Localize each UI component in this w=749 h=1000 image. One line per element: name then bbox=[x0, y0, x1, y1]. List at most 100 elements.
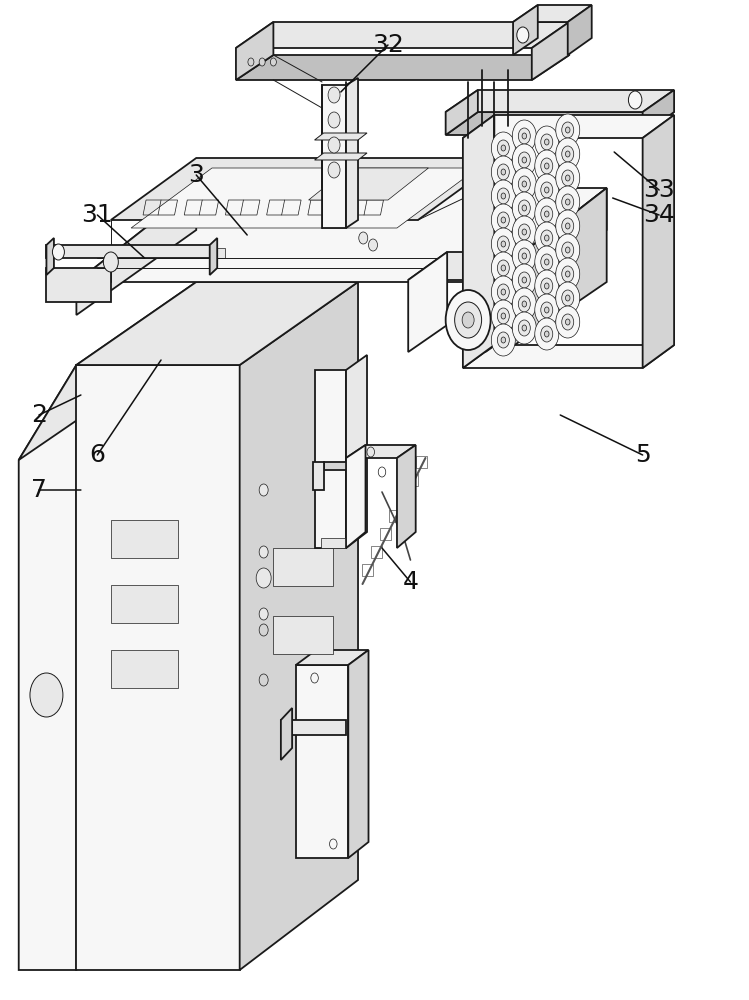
Polygon shape bbox=[111, 158, 503, 220]
Circle shape bbox=[512, 264, 536, 296]
Polygon shape bbox=[315, 133, 367, 140]
Polygon shape bbox=[348, 650, 369, 858]
Circle shape bbox=[556, 114, 580, 146]
Circle shape bbox=[518, 128, 530, 144]
Polygon shape bbox=[446, 90, 478, 135]
Polygon shape bbox=[111, 248, 225, 258]
Circle shape bbox=[259, 608, 268, 620]
Polygon shape bbox=[463, 115, 674, 138]
Circle shape bbox=[556, 306, 580, 338]
Polygon shape bbox=[643, 90, 674, 135]
Circle shape bbox=[259, 674, 268, 686]
Polygon shape bbox=[46, 238, 54, 275]
Circle shape bbox=[535, 318, 559, 350]
Circle shape bbox=[497, 164, 509, 180]
Text: 3: 3 bbox=[188, 163, 204, 187]
Circle shape bbox=[512, 144, 536, 176]
Polygon shape bbox=[315, 153, 367, 160]
Circle shape bbox=[30, 673, 63, 717]
Circle shape bbox=[518, 296, 530, 312]
Polygon shape bbox=[346, 78, 358, 228]
Circle shape bbox=[522, 277, 527, 283]
Circle shape bbox=[545, 331, 549, 337]
Polygon shape bbox=[281, 720, 346, 735]
Circle shape bbox=[541, 206, 553, 222]
Circle shape bbox=[103, 252, 118, 272]
Circle shape bbox=[545, 259, 549, 265]
Circle shape bbox=[522, 157, 527, 163]
Polygon shape bbox=[236, 22, 569, 48]
Polygon shape bbox=[19, 282, 196, 460]
Circle shape bbox=[518, 248, 530, 264]
Circle shape bbox=[497, 188, 509, 204]
Polygon shape bbox=[346, 445, 366, 548]
Polygon shape bbox=[446, 90, 674, 112]
Circle shape bbox=[545, 307, 549, 313]
Text: 6: 6 bbox=[89, 443, 106, 467]
Polygon shape bbox=[76, 188, 196, 315]
Polygon shape bbox=[131, 168, 478, 228]
Polygon shape bbox=[296, 650, 369, 665]
Polygon shape bbox=[46, 245, 210, 258]
Circle shape bbox=[497, 308, 509, 324]
Polygon shape bbox=[513, 5, 538, 55]
Polygon shape bbox=[273, 616, 333, 654]
Circle shape bbox=[562, 146, 574, 162]
Circle shape bbox=[535, 198, 559, 230]
Circle shape bbox=[545, 187, 549, 193]
Text: 34: 34 bbox=[643, 203, 675, 227]
Circle shape bbox=[522, 229, 527, 235]
Circle shape bbox=[518, 272, 530, 288]
Circle shape bbox=[259, 574, 268, 586]
Circle shape bbox=[501, 337, 506, 343]
Circle shape bbox=[328, 112, 340, 128]
Polygon shape bbox=[111, 585, 178, 623]
Circle shape bbox=[556, 186, 580, 218]
Circle shape bbox=[256, 568, 271, 588]
Circle shape bbox=[535, 270, 559, 302]
Circle shape bbox=[518, 200, 530, 216]
Circle shape bbox=[491, 156, 515, 188]
Polygon shape bbox=[296, 665, 348, 858]
Polygon shape bbox=[322, 85, 346, 228]
Circle shape bbox=[535, 246, 559, 278]
Circle shape bbox=[562, 242, 574, 258]
Circle shape bbox=[535, 174, 559, 206]
Polygon shape bbox=[408, 252, 447, 352]
Polygon shape bbox=[463, 115, 494, 368]
Circle shape bbox=[259, 484, 268, 496]
Circle shape bbox=[491, 300, 515, 332]
Circle shape bbox=[497, 284, 509, 300]
Text: 2: 2 bbox=[31, 403, 47, 427]
Circle shape bbox=[359, 232, 368, 244]
Circle shape bbox=[497, 140, 509, 156]
Circle shape bbox=[562, 194, 574, 210]
Circle shape bbox=[541, 326, 553, 342]
Circle shape bbox=[545, 283, 549, 289]
Circle shape bbox=[512, 216, 536, 248]
Circle shape bbox=[556, 258, 580, 290]
Circle shape bbox=[522, 301, 527, 307]
Polygon shape bbox=[210, 238, 217, 275]
Circle shape bbox=[497, 212, 509, 228]
Circle shape bbox=[462, 312, 474, 328]
Circle shape bbox=[491, 204, 515, 236]
Circle shape bbox=[446, 290, 491, 350]
Circle shape bbox=[518, 152, 530, 168]
Text: 4: 4 bbox=[402, 570, 419, 594]
Polygon shape bbox=[315, 370, 346, 548]
Circle shape bbox=[501, 241, 506, 247]
Circle shape bbox=[328, 137, 340, 153]
Circle shape bbox=[501, 289, 506, 295]
Circle shape bbox=[565, 319, 570, 325]
Polygon shape bbox=[76, 282, 358, 365]
Circle shape bbox=[562, 218, 574, 234]
Circle shape bbox=[541, 278, 553, 294]
Circle shape bbox=[565, 199, 570, 205]
Text: 7: 7 bbox=[31, 478, 47, 502]
Circle shape bbox=[491, 324, 515, 356]
Circle shape bbox=[545, 163, 549, 169]
Polygon shape bbox=[111, 650, 178, 688]
Polygon shape bbox=[463, 345, 674, 368]
Polygon shape bbox=[568, 5, 592, 55]
